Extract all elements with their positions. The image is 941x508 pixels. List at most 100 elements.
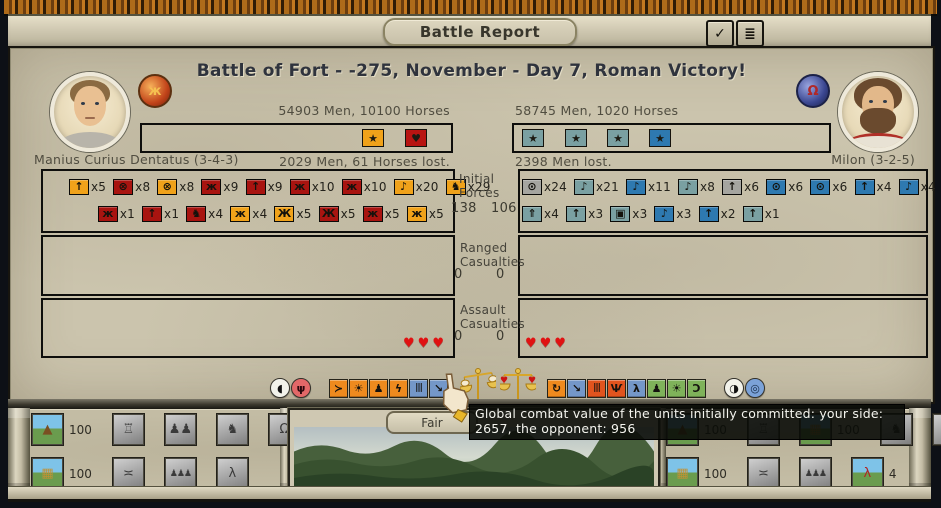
unit-type-icon: ж [362,206,383,222]
grid-cell: ♟♟ [164,414,196,445]
forces-row: ⊙ x24 ♪ x21 ♪ x11 ♪ x8 ↑ x6 ⊙ x6 ⊙ x6 ↑ x4 ♪ x4 [520,174,936,200]
cell-infantry-icon[interactable]: ♟♟♟ [799,458,831,489]
cell-people-icon[interactable]: ♟♟ [164,414,196,445]
cell-runner-red-icon[interactable]: λ [851,458,883,489]
grid-cell: ▦ 100 [667,458,727,489]
overrun-icon[interactable]: ♟ [369,378,388,398]
unit-count: x4 [544,207,560,221]
siege-ring-icon[interactable]: ◎ [745,378,765,398]
portrait-eye [95,102,99,105]
cell-statue-icon[interactable]: ♖ [112,414,144,445]
commander-portrait-right [838,72,918,152]
unit-grid-row: ▦ 100 ≍ ♟♟♟ λ 4 [667,458,941,489]
surrender-icon[interactable]: Ѱ [607,378,626,398]
mouse-cursor [433,369,478,431]
unit-chip: ♞ x4 [186,206,223,222]
unit-chip: ↑ x9 [245,179,283,195]
cell-infantry-icon[interactable]: ♟♟♟ [164,458,196,489]
unit-count: x8 [179,180,195,194]
retreat-icon[interactable]: ↻ [547,378,566,398]
unit-type-icon: ⊗ [157,179,178,195]
unit-count: x4 [208,207,224,221]
unit-type-icon: ▣ [610,206,631,222]
initial-forces-left-value: 138 [451,201,477,216]
unit-type-icon: ⊗ [113,179,134,195]
unit-count: x6 [832,180,848,194]
unit-type-icon: ж [97,206,118,222]
morale-chip: ★ [649,129,671,147]
grid-cell: λ [216,458,248,489]
unit-count: x4 [876,180,892,194]
cell-tent-icon[interactable]: ▲ [32,414,63,445]
unit-count: x21 [595,180,619,194]
cell-cavalry-icon[interactable]: ♞ [216,414,248,445]
unit-type-icon: ♪ [654,206,675,222]
ranged-left-value: 0 [454,267,463,282]
unit-type-icon: ♞ [186,206,207,222]
unit-count: x3 [676,207,692,221]
cell-value: 100 [704,466,727,481]
unit-type-icon: Ж [318,206,339,222]
skirmish-icon[interactable]: ☀ [667,378,686,398]
cell-bridge-icon[interactable]: ≍ [112,458,144,489]
cell-value: 4 [888,466,897,481]
portrait-mouth [85,117,95,119]
initial-forces-label: Initial Forces [459,172,500,200]
strength-right: 58745 Men, 1020 Horses [515,103,679,118]
charge-icon[interactable]: ϟ [389,378,408,398]
unit-chip: ↑ x6 [722,179,759,195]
cell-crates-icon[interactable]: ▦ [32,458,63,489]
unit-chip: ♪ x3 [654,206,691,222]
portrait-torso [846,133,910,148]
withdraw-icon[interactable]: ↘ [567,378,586,398]
confirm-button[interactable]: ✓ [706,20,734,47]
hold-icon[interactable]: ♟ [647,378,666,398]
unit-type-icon: ♪ [573,179,594,195]
battle-title: Battle of Fort - -275, November - Day 7,… [196,61,747,81]
greek-faction-badge: Ω [796,74,830,108]
svg-text:♥: ♥ [500,376,508,386]
night-icon[interactable]: Ɔ [687,378,706,398]
unit-type-icon: ↑ [142,206,163,222]
portrait-eye [869,100,873,103]
unit-chip: ⇑ x4 [522,206,559,222]
flee-icon[interactable]: λ [627,378,646,398]
losses-icon[interactable]: ||| [587,378,606,398]
unit-type-icon: ↑ [722,179,743,195]
assault-right-value: 0 [496,329,505,344]
cell-crates-icon[interactable]: ▦ [667,458,698,489]
advance-icon[interactable]: ≻ [329,378,348,398]
grid-cell: ♖ [112,414,144,445]
assault-left-value: 0 [454,329,463,344]
terrain-info-panel-left: ▲ 100 ♖ ♟♟ ♞ Ω ▦ 100 ≍ ♟♟♟ λ [32,414,321,502]
committed-units-icon[interactable]: ||| [409,378,428,398]
unit-chip: ж x1 [97,206,135,222]
clash-icon[interactable]: ☀ [349,378,368,398]
unit-count: x10 [363,180,387,194]
cell-bridge-icon[interactable]: ≍ [747,458,779,489]
losses-right: 2398 Men lost. [515,154,612,169]
unit-count: x9 [267,180,283,194]
horse-token-icon[interactable]: ◖ [270,378,290,398]
report-scroll-button[interactable]: ≣ [736,20,764,47]
unit-chip: ⊗ x8 [157,179,194,195]
morale-bar-left: ★ ♥ [140,123,453,153]
unit-chip: ⊗ x8 [113,179,150,195]
pilaster-decor [8,408,30,491]
moon-phase-icon[interactable]: ◑ [724,378,744,398]
losses-left: 2029 Men, 61 Horses lost. [279,154,450,169]
cell-runner-icon[interactable]: λ [216,458,248,489]
assault-hearts-right: ♥♥♥ [525,336,569,351]
cell-helmet-icon[interactable]: Ω [932,414,941,445]
unit-count: x20 [415,180,439,194]
unit-type-icon: ж [289,179,310,195]
assault-casualties-box-right: ♥♥♥ [518,298,928,358]
rout-token-icon[interactable]: ψ [291,378,311,398]
unit-type-icon: ⊙ [766,179,787,195]
unit-count: x8 [135,180,151,194]
unit-count: x1 [764,207,780,221]
unit-chip: ♪ x11 [625,179,671,195]
unit-chip: ♪ x4 [898,179,936,195]
unit-chip: ▣ x3 [610,206,647,222]
